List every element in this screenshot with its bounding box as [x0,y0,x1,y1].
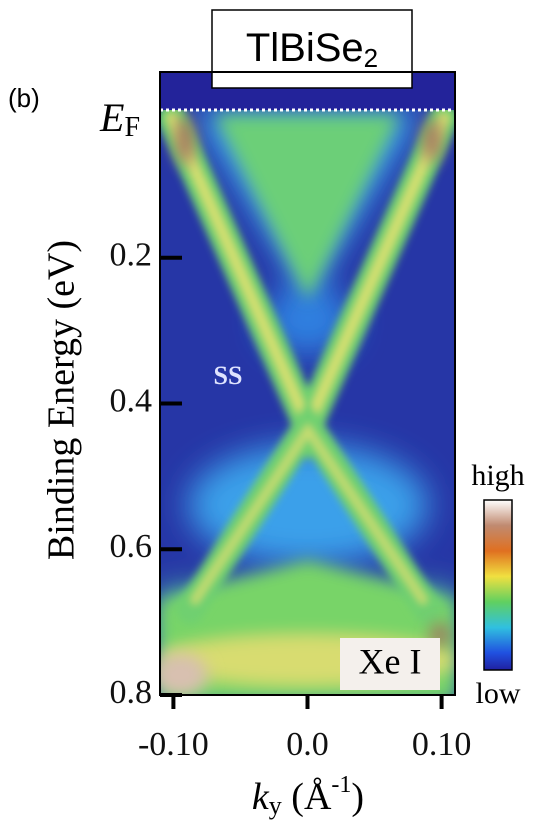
title-box [211,9,413,89]
x-tick-label: -0.10 [138,726,209,763]
x-label-sup: -1 [331,772,351,798]
arpes-image [160,72,455,695]
y-tick-label: 0.2 [110,237,153,274]
colorbar-high: high [471,459,524,492]
colorbar-low: low [476,677,521,710]
y-tick-label: 0.6 [110,528,153,565]
x-label-main: k [252,776,270,818]
y-tick-label: 0.4 [110,382,153,419]
title-main: TlBiSe [246,26,364,70]
colorbar [483,499,513,671]
fermi-label: EF [99,95,140,143]
source-label: Xe I [359,641,422,681]
band-label: SS [214,361,243,390]
y-tick-label: 0.8 [110,674,153,711]
plot-frame [159,71,456,696]
x-tick-label: 0.0 [286,726,329,763]
x-label-close: ) [351,776,364,818]
title-sub: 2 [364,43,378,73]
x-axis-label: ky (Å-1) [252,772,364,820]
panel-label: (b) [8,83,40,113]
surface-state [160,103,455,624]
fermi-sub: F [124,112,140,143]
title: TlBiSe2 [246,26,378,73]
x-tick-label: 0.10 [412,726,472,763]
source-box [340,638,440,690]
x-label-sub: y [269,791,282,820]
x-label-unit: (Å [282,776,332,818]
y-axis-label: Binding Energy (eV) [41,240,83,560]
fermi-main: E [99,95,124,140]
